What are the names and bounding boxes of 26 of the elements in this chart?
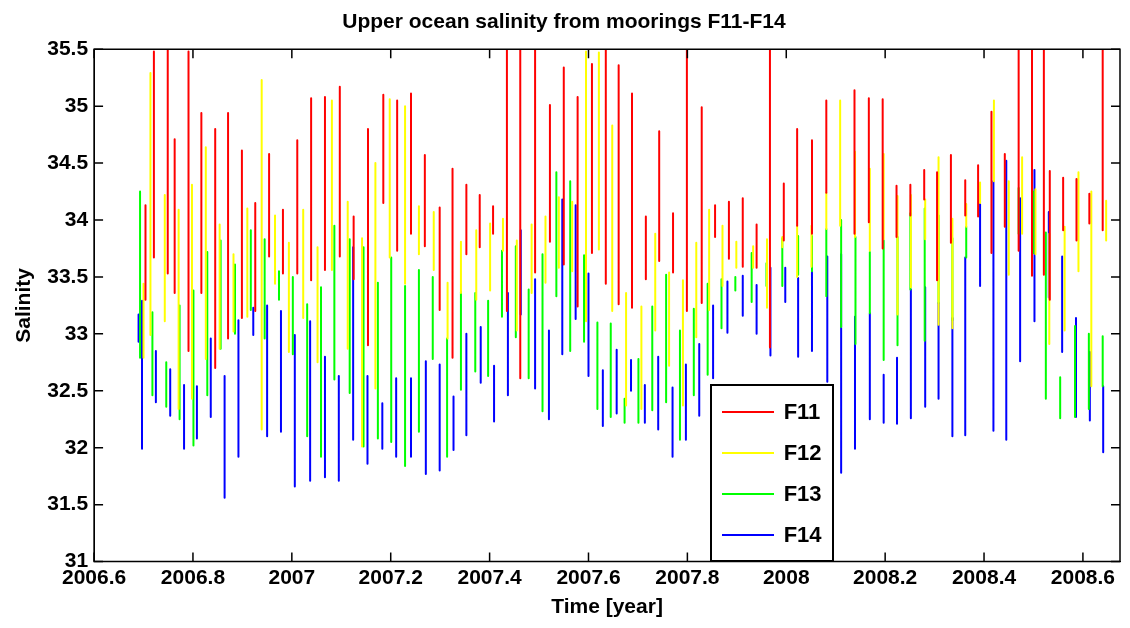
x-tick-label: 2006.8 (160, 565, 226, 588)
x-tick-label: 2007 (268, 565, 316, 588)
legend-label: F12 (783, 440, 822, 467)
x-tick-label: 2008.6 (1050, 565, 1116, 588)
y-tick-label: 35 (64, 92, 89, 116)
y-tick-label: 35.5 (47, 36, 89, 59)
x-tick-label: 2007.6 (556, 565, 621, 588)
y-tick-label: 33 (64, 320, 89, 344)
y-tick-label: 32.5 (47, 377, 89, 401)
y-tick-label: 34 (64, 206, 89, 230)
x-tick-label: 2008.2 (853, 565, 918, 588)
y-tick-label: 33.5 (47, 263, 89, 287)
x-tick-label: 2008 (762, 565, 810, 588)
y-tick-label: 31.5 (47, 491, 89, 515)
x-axis-title: Time [year] (551, 594, 663, 618)
y-tick-label: 32 (64, 434, 89, 458)
y-tick-label: 34.5 (47, 149, 89, 173)
x-tick-label: 2007.8 (655, 565, 720, 588)
chart-title: Upper ocean salinity from moorings F11-F14 (342, 9, 787, 33)
x-tick-label: 2008.4 (951, 565, 1017, 588)
legend-label: F14 (783, 522, 822, 549)
legend-label: F11 (783, 399, 821, 426)
legend-label: F13 (783, 481, 822, 508)
x-tick-label: 2007.4 (457, 565, 523, 588)
y-axis-title: Salinity (11, 267, 35, 343)
x-tick-label: 2007.2 (358, 565, 423, 588)
